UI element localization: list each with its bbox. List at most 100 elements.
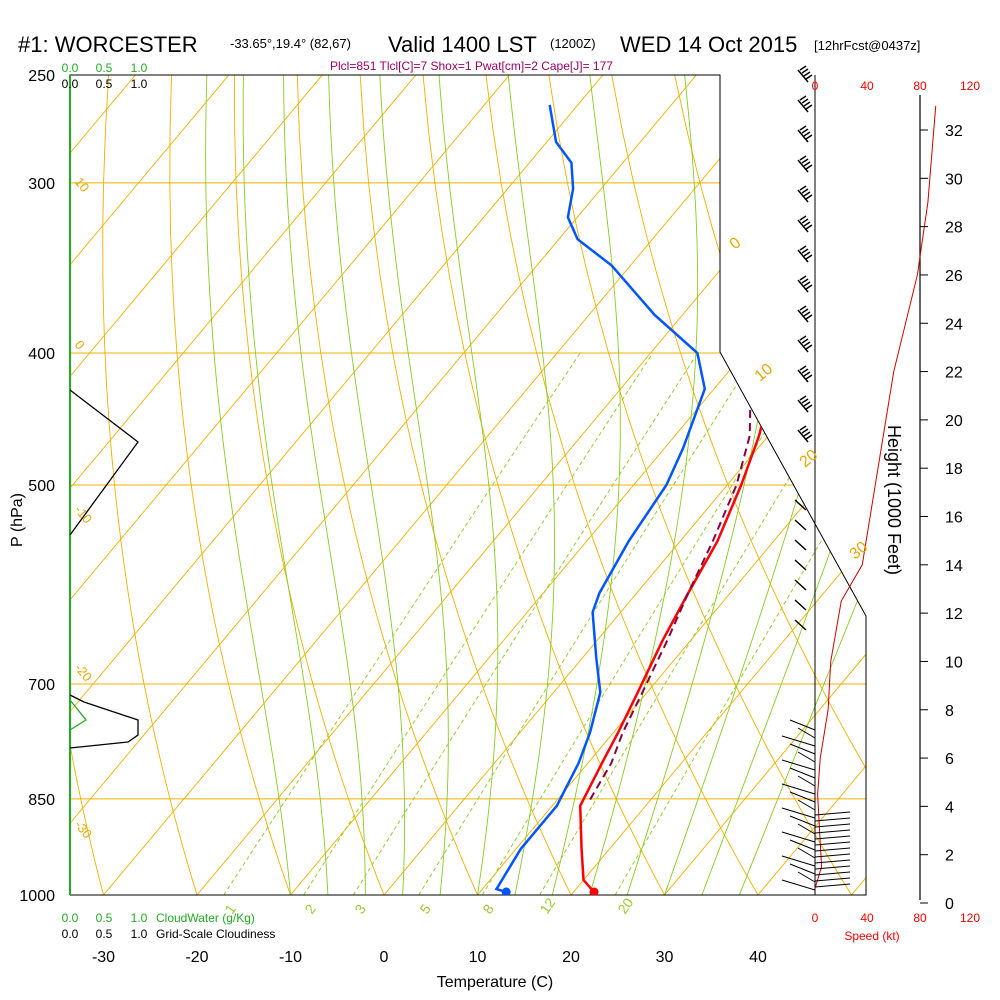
wind-barb bbox=[799, 425, 807, 431]
wind-barb bbox=[801, 158, 809, 164]
wind-barb bbox=[805, 344, 813, 350]
wind-barb bbox=[797, 799, 816, 811]
speed-tick-top: 120 bbox=[960, 79, 980, 93]
wind-barb bbox=[805, 254, 813, 260]
wind-barb bbox=[799, 95, 807, 101]
wind-barb bbox=[799, 215, 807, 221]
y-tick-label: 850 bbox=[28, 792, 55, 809]
wind-barb bbox=[797, 871, 816, 883]
wind-barb bbox=[814, 817, 851, 822]
cloudiness-tick-top: 1.0 bbox=[131, 77, 148, 91]
moist-adiabat-line bbox=[438, 75, 499, 895]
wind-barb bbox=[803, 221, 811, 227]
dry-adiabat-line bbox=[592, 75, 866, 895]
wind-barb bbox=[814, 883, 851, 888]
mixing-ratio-label: 20 bbox=[614, 895, 636, 917]
wind-barb bbox=[801, 338, 809, 344]
isotherm-line bbox=[452, 75, 866, 895]
isotherm-line bbox=[70, 75, 153, 895]
x-axis-label: Temperature (C) bbox=[437, 974, 553, 991]
speed-tick-bottom: 80 bbox=[913, 911, 927, 925]
wind-barb bbox=[797, 823, 816, 835]
dry-adiabat-line bbox=[415, 75, 681, 895]
wind-barb bbox=[805, 104, 813, 110]
wind-barb bbox=[814, 865, 851, 870]
wind-barb bbox=[797, 399, 809, 413]
parcel-trace bbox=[589, 395, 752, 801]
cloud-tick-top: 0.0 bbox=[62, 61, 79, 75]
wind-barb bbox=[803, 131, 811, 137]
y-tick-label: 400 bbox=[28, 346, 55, 363]
x-tick-label: 0 bbox=[380, 949, 389, 966]
wind-barb bbox=[799, 275, 807, 281]
cloudiness-tick-bottom: 0.5 bbox=[96, 927, 113, 941]
wind-barb bbox=[803, 71, 811, 77]
grid-lines bbox=[70, 75, 866, 895]
isotherm-label: 10 bbox=[752, 361, 777, 386]
wind-barb bbox=[814, 859, 851, 864]
wind-barb bbox=[794, 539, 807, 551]
wind-barb bbox=[799, 125, 807, 131]
wind-barb bbox=[799, 185, 807, 191]
speed-tick-top: 40 bbox=[860, 79, 874, 93]
isotherm-label: 0 bbox=[727, 234, 745, 253]
wind-barb bbox=[797, 69, 809, 83]
wind-barb bbox=[814, 877, 851, 882]
wind-barb bbox=[814, 841, 851, 846]
indices-line: Plcl=851 Tlcl[C]=7 Shox=1 Pwat[cm]=2 Cap… bbox=[330, 59, 613, 73]
isotherm-line bbox=[70, 75, 434, 895]
height-tick-label: 20 bbox=[945, 413, 963, 430]
mixing-ratio-line bbox=[223, 352, 581, 895]
wind-barb bbox=[803, 431, 811, 437]
moist-adiabat-line bbox=[701, 75, 866, 895]
height-tick-label: 2 bbox=[945, 848, 954, 865]
wind-barb bbox=[803, 251, 811, 257]
moist-adiabat-line bbox=[551, 75, 621, 895]
wind-barb bbox=[794, 519, 807, 531]
wind-barb bbox=[794, 619, 807, 631]
height-axis-label: Height (1000 Feet) bbox=[884, 425, 904, 575]
wind-barb bbox=[801, 188, 809, 194]
height-tick-label: 32 bbox=[945, 123, 963, 140]
wind-barb bbox=[803, 281, 811, 287]
wind-barb bbox=[799, 65, 807, 71]
wind-barb bbox=[801, 98, 809, 104]
dry-adiabat-line bbox=[533, 75, 866, 895]
height-tick-label: 6 bbox=[945, 751, 954, 768]
wind-barb bbox=[797, 847, 816, 859]
wind-barb bbox=[814, 811, 851, 816]
wind-barb bbox=[805, 284, 813, 290]
wind-barb bbox=[803, 311, 811, 317]
height-tick-label: 30 bbox=[945, 171, 963, 188]
dry-adiabat-line bbox=[70, 75, 112, 895]
moist-adiabat-line bbox=[379, 75, 449, 895]
cloudiness-tick-top: 0.5 bbox=[96, 77, 113, 91]
mixing-ratio-line bbox=[539, 352, 866, 895]
wind-barb bbox=[789, 791, 816, 803]
mixing-ratio-line bbox=[481, 352, 815, 895]
isotherm-line bbox=[70, 75, 714, 895]
wind-barb bbox=[801, 128, 809, 134]
dry-adiabat-line bbox=[169, 75, 302, 895]
speed-tick-top: 80 bbox=[913, 79, 927, 93]
wind-barb bbox=[781, 783, 816, 795]
dry-adiabat-label: 0 bbox=[72, 337, 88, 352]
y-tick-label: 700 bbox=[28, 677, 55, 694]
wind-barb bbox=[797, 775, 816, 787]
mixing-ratio-label: 3 bbox=[351, 901, 369, 917]
wind-barb bbox=[801, 248, 809, 254]
mixing-ratio-label: 8 bbox=[479, 901, 497, 917]
wind-barb bbox=[814, 853, 851, 858]
speed-tick-top: 0 bbox=[812, 79, 819, 93]
dry-adiabat-line bbox=[828, 75, 866, 895]
wind-barb bbox=[781, 735, 816, 747]
isotherm-line bbox=[70, 75, 527, 895]
wind-barb bbox=[799, 245, 807, 251]
y-tick-label: 250 bbox=[28, 68, 55, 85]
mixing-ratio-line bbox=[303, 352, 654, 895]
wind-barb bbox=[814, 847, 851, 852]
wind-barb bbox=[805, 74, 813, 80]
isotherm-line bbox=[639, 75, 866, 895]
wind-barb bbox=[797, 189, 809, 203]
